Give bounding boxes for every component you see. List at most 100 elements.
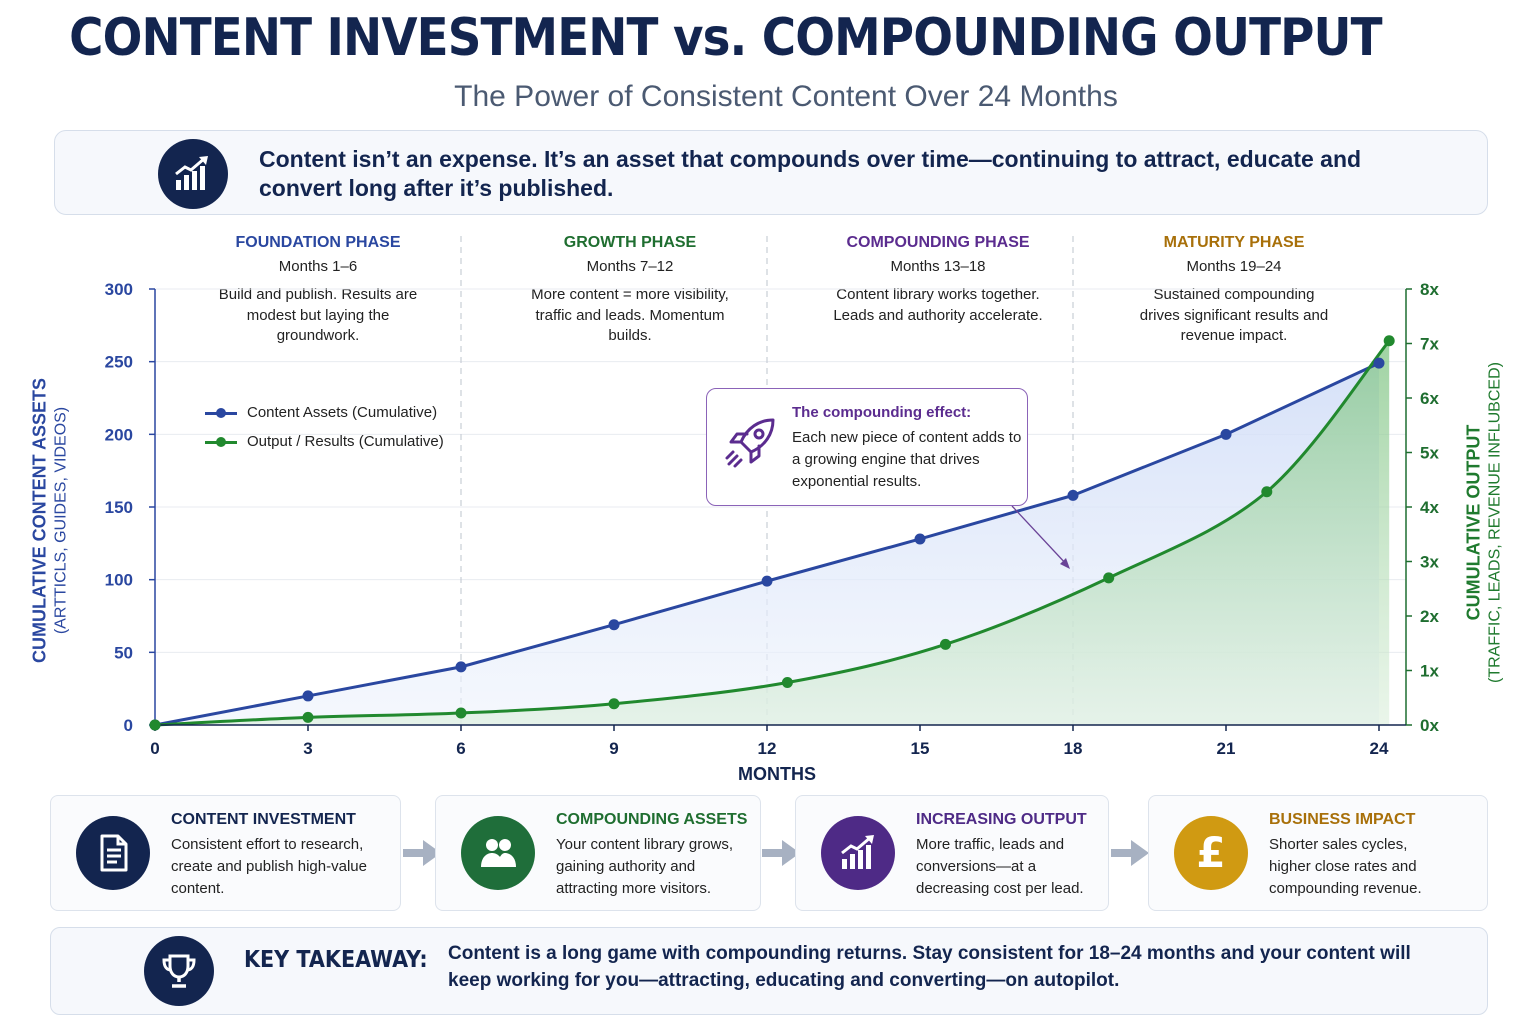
x-tick-label: 3: [303, 739, 312, 758]
document-icon: [76, 816, 150, 890]
callout-pointer: [1011, 505, 1069, 567]
phase-description: More content = more visibility, traffic …: [531, 286, 729, 344]
y-left-label-line1: CUMULATIVE CONTENT ASSETS: [29, 378, 50, 664]
phase-months: Months 19–24: [1186, 258, 1282, 275]
pound-icon: £: [1174, 816, 1248, 890]
flow-arrow-3: [1111, 840, 1149, 866]
step-card-compounding-assets: COMPOUNDING ASSETS Your content library …: [435, 795, 761, 911]
output-point: [1261, 486, 1273, 498]
flow-arrow-1: [403, 840, 441, 866]
page-subtitle: The Power of Consistent Content Over 24 …: [454, 80, 1118, 113]
intro-text: Content isn’t an expense. It’s an asset …: [259, 146, 1362, 201]
phase-name: COMPOUNDING PHASE: [846, 234, 1030, 251]
phase-growth: GROWTH PHASE Months 7–12 More content = …: [480, 234, 780, 347]
assets-point: [761, 575, 773, 587]
step-description: Consistent effort to research, create an…: [171, 836, 367, 897]
callout-text: Each new piece of content adds to a grow…: [792, 429, 1022, 490]
y-right-tick-label: 4x: [1420, 498, 1439, 517]
step-card-increasing-output: INCREASING OUTPUT More traffic, leads an…: [795, 795, 1109, 911]
x-tick-label: 15: [911, 739, 930, 758]
phase-maturity: MATURITY PHASE Months 19–24 Sustained co…: [1084, 234, 1384, 347]
assets-point: [914, 533, 926, 545]
legend-item-assets: Content Assets (Cumulative): [205, 398, 444, 427]
phase-foundation: FOUNDATION PHASE Months 1–6 Build and pu…: [168, 234, 468, 347]
x-tick-label: 6: [456, 739, 465, 758]
output-point: [1103, 572, 1115, 584]
step-title: BUSINESS IMPACT: [1269, 811, 1416, 828]
phase-name: GROWTH PHASE: [563, 234, 697, 251]
step-description: Shorter sales cycles, higher close rates…: [1269, 836, 1422, 897]
intro-banner: Content isn’t an expense. It’s an asset …: [54, 130, 1488, 215]
assets-point: [1373, 357, 1385, 369]
y-right-tick-label: 3x: [1420, 553, 1439, 572]
y-left-tick-label: 0: [124, 716, 133, 735]
step-title: CONTENT INVESTMENT: [171, 811, 356, 828]
assets-point: [1067, 489, 1079, 501]
x-axis-label: MONTHS: [738, 764, 816, 784]
assets-point: [302, 690, 314, 702]
y-right-label-line1: CUMULATIVE OUTPUT: [1463, 424, 1484, 621]
step-description: More traffic, leads and conversions—at a…: [916, 836, 1084, 897]
y-left-label-line2: (ARTTICLS, GUIDES, VIDEOS): [52, 406, 70, 635]
callout-pointer-head: [1060, 558, 1070, 569]
y-right-tick-label: 0x: [1420, 716, 1439, 735]
y-left-tick-label: 50: [114, 643, 133, 662]
takeaway-label: KEY TAKEAWAY:: [244, 947, 428, 973]
assets-point: [149, 719, 161, 731]
y-left-tick-label: 300: [105, 280, 133, 299]
output-point: [149, 719, 161, 731]
rocket-icon: [725, 418, 775, 468]
output-point: [608, 698, 620, 710]
phase-name: MATURITY PHASE: [1163, 234, 1305, 251]
step-card-content-investment: CONTENT INVESTMENT Consistent effort to …: [50, 795, 401, 911]
x-tick-label: 0: [150, 739, 159, 758]
y-right-tick-label: 7x: [1420, 335, 1439, 354]
step-description: Your content library grows, gaining auth…: [556, 836, 734, 897]
assets-point: [608, 619, 620, 631]
y-left-axis-label: CUMULATIVE CONTENT ASSETS (ARTTICLS, GUI…: [30, 281, 71, 761]
assets-point: [455, 661, 467, 673]
y-right-tick-label: 8x: [1420, 280, 1439, 299]
phase-months: Months 13–18: [890, 258, 986, 275]
trophy-icon: [144, 936, 214, 1006]
x-tick-label: 24: [1370, 739, 1389, 758]
y-left-tick-label: 250: [105, 353, 133, 372]
phase-name: FOUNDATION PHASE: [235, 234, 401, 251]
phase-description: Sustained compounding drives significant…: [1139, 286, 1329, 344]
legend-item-output: Output / Results (Cumulative): [205, 427, 444, 456]
legend-label: Output / Results (Cumulative): [247, 433, 444, 450]
x-tick-label: 18: [1064, 739, 1083, 758]
y-left-tick-label: 200: [105, 425, 133, 444]
takeaway-text: Content is a long game with compounding …: [448, 943, 1411, 991]
page-title: CONTENT INVESTMENT vs. COMPOUNDING OUTPU…: [69, 8, 1382, 68]
legend-label: Content Assets (Cumulative): [247, 404, 438, 421]
output-point: [781, 676, 793, 688]
callout-title: The compounding effect:: [792, 404, 972, 421]
output-point: [1383, 335, 1395, 347]
phase-description: Content library works together. Leads an…: [833, 286, 1043, 324]
chart-growth-icon: [158, 139, 228, 209]
y-left-tick-label: 150: [105, 498, 133, 517]
growth-chart-icon: [821, 816, 895, 890]
output-point: [302, 711, 314, 723]
y-left-tick-label: 100: [105, 571, 133, 590]
x-tick-label: 21: [1217, 739, 1236, 758]
phase-months: Months 1–6: [278, 258, 358, 275]
output-point: [940, 638, 951, 650]
phase-compounding: COMPOUNDING PHASE Months 13–18 Content l…: [788, 234, 1088, 326]
flow-arrow-2: [762, 840, 800, 866]
step-title: COMPOUNDING ASSETS: [556, 811, 748, 828]
pound-symbol: £: [1196, 828, 1226, 877]
x-tick-label: 12: [758, 739, 777, 758]
users-icon: [461, 816, 535, 890]
phase-months: Months 7–12: [586, 258, 674, 275]
chart-legend: Content Assets (Cumulative) Output / Res…: [205, 398, 444, 456]
step-title: INCREASING OUTPUT: [916, 811, 1087, 828]
step-card-business-impact: £ BUSINESS IMPACT Shorter sales cycles, …: [1148, 795, 1488, 911]
key-takeaway-banner: KEY TAKEAWAY: Content is a long game wit…: [50, 927, 1488, 1015]
compounding-callout: The compounding effect: Each new piece o…: [706, 388, 1028, 506]
output-point: [455, 707, 467, 719]
y-right-tick-label: 5x: [1420, 444, 1439, 463]
y-right-label-line2: (TRAFFIC, LEADS, REVENUE INFLUBCED): [1486, 362, 1504, 683]
y-right-tick-label: 6x: [1420, 389, 1439, 408]
